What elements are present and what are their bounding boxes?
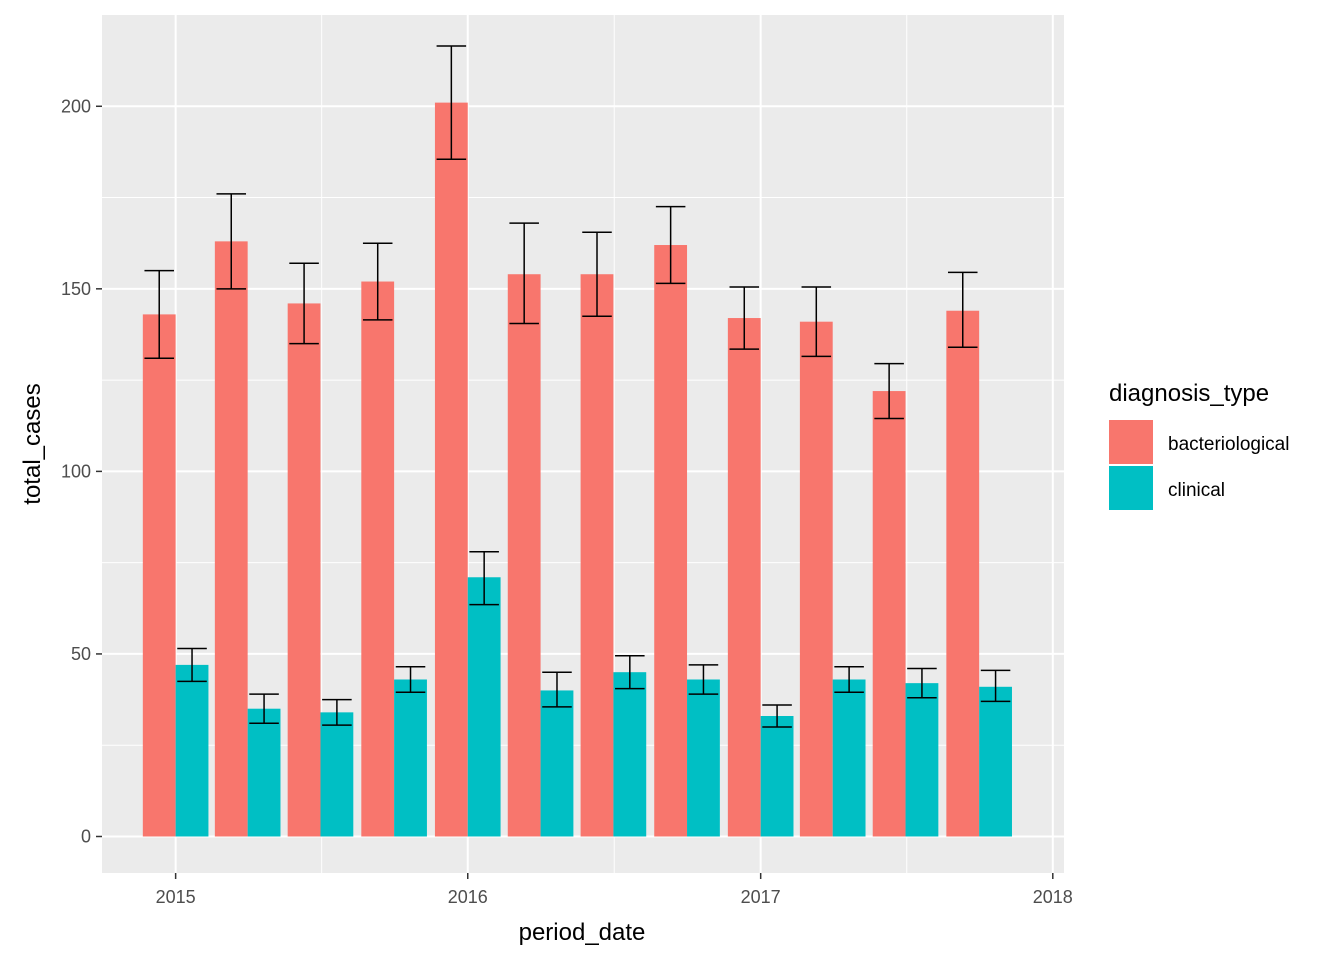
legend-key-bacteriological (1109, 420, 1153, 464)
bar-bacteriological-8 (727, 318, 761, 837)
bar-bacteriological-3 (361, 281, 395, 837)
bar-clinical-4 (467, 577, 501, 837)
y-tick-label: 150 (61, 279, 91, 299)
bar-clinical-1 (247, 708, 281, 837)
bar-clinical-2 (320, 712, 354, 837)
bar-clinical-8 (760, 716, 794, 837)
error-bar-clinical-8 (762, 704, 792, 728)
legend-label-bacteriological: bacteriological (1168, 434, 1289, 455)
error-bar-clinical-6 (615, 655, 645, 690)
bar-clinical-11 (979, 686, 1012, 837)
error-bar-clinical-7 (688, 664, 719, 695)
error-bar-bacteriological-1 (216, 193, 247, 290)
bar-clinical-9 (832, 679, 866, 837)
error-bar-clinical-2 (322, 698, 352, 726)
legend: diagnosis_type bacteriological clinical (1109, 380, 1289, 510)
error-bar-bacteriological-8 (729, 286, 760, 350)
x-tick-label: 2017 (741, 887, 781, 907)
bar-bacteriological-0 (142, 314, 176, 837)
error-bar-bacteriological-5 (509, 222, 539, 325)
bar-clinical-3 (394, 679, 427, 837)
bar-bacteriological-5 (507, 274, 541, 837)
error-bar-clinical-9 (834, 665, 864, 694)
error-bar-clinical-3 (395, 665, 426, 694)
y-tick-label: 0 (81, 826, 91, 846)
error-bar-clinical-0 (177, 647, 207, 683)
error-bar-bacteriological-3 (362, 242, 393, 321)
legend-label-clinical: clinical (1168, 480, 1225, 501)
error-bar-bacteriological-11 (947, 271, 978, 348)
x-axis: 2015 2016 2017 2018 (156, 873, 1073, 907)
error-bar-bacteriological-6 (582, 231, 612, 317)
x-tick-label: 2016 (448, 887, 488, 907)
error-bar-bacteriological-9 (801, 286, 832, 358)
y-axis-title: total_cases (19, 383, 46, 504)
y-axis: 0 50 100 150 200 (61, 96, 102, 846)
error-bar-bacteriological-4 (436, 45, 467, 160)
legend-key-clinical (1109, 466, 1153, 510)
error-bar-clinical-5 (542, 671, 572, 708)
error-bar-clinical-1 (249, 693, 279, 725)
error-bar-bacteriological-7 (655, 205, 686, 285)
y-tick-label: 100 (61, 461, 91, 481)
bar-bacteriological-9 (799, 321, 833, 837)
bar-clinical-10 (905, 683, 939, 837)
bar-bacteriological-10 (872, 391, 906, 837)
bar-bacteriological-6 (580, 274, 614, 837)
bar-bacteriological-2 (287, 303, 321, 837)
bar-clinical-6 (613, 672, 647, 837)
error-bar-bacteriological-0 (144, 269, 174, 359)
y-tick-label: 50 (71, 644, 91, 664)
legend-title: diagnosis_type (1109, 380, 1269, 407)
x-tick-label: 2018 (1033, 887, 1073, 907)
x-tick-label: 2015 (156, 887, 196, 907)
bar-clinical-7 (687, 679, 720, 837)
x-axis-title: period_date (519, 919, 646, 946)
bar-bacteriological-4 (434, 102, 468, 837)
error-bar-bacteriological-2 (289, 262, 319, 345)
error-bar-clinical-10 (907, 667, 937, 699)
y-tick-label: 200 (61, 96, 91, 116)
error-bar-bacteriological-10 (874, 362, 904, 420)
bar-bacteriological-11 (946, 310, 980, 837)
bar-clinical-0 (175, 664, 209, 837)
error-bar-clinical-11 (980, 669, 1011, 703)
error-bar-clinical-4 (469, 550, 499, 606)
bar-clinical-5 (540, 690, 574, 837)
plot-panel (102, 15, 1064, 873)
bar-bacteriological-7 (654, 245, 688, 837)
bar-bacteriological-1 (214, 241, 248, 837)
